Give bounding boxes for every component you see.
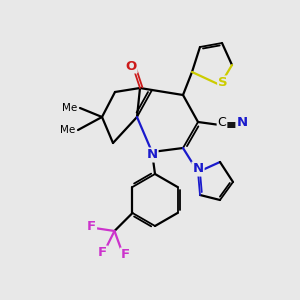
Text: O: O	[125, 59, 136, 73]
Text: C: C	[218, 116, 226, 130]
Text: Me: Me	[62, 103, 77, 113]
Text: N: N	[236, 116, 247, 130]
Text: F: F	[87, 220, 96, 232]
Text: F: F	[98, 247, 107, 260]
Text: N: N	[146, 148, 158, 161]
Text: F: F	[121, 248, 130, 262]
Text: Me: Me	[60, 125, 75, 135]
Text: N: N	[192, 163, 204, 176]
Text: S: S	[218, 76, 228, 89]
